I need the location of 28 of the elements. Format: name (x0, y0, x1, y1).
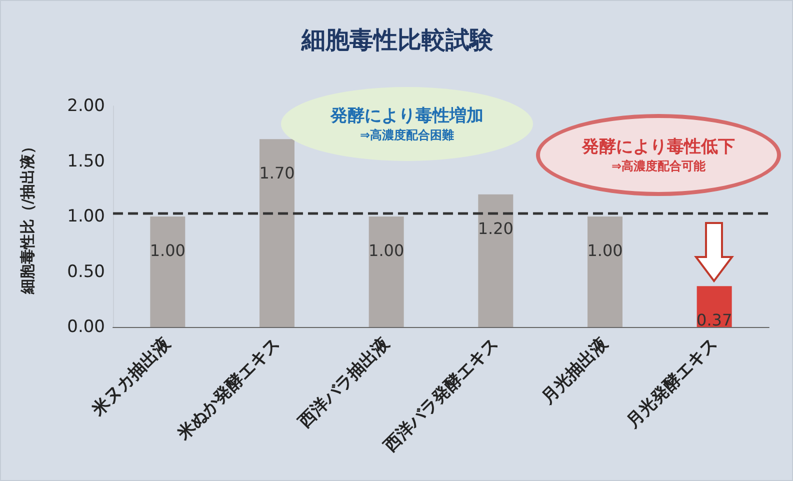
bar (478, 194, 514, 327)
y-tick-label: 2.00 (67, 96, 105, 116)
annotation: 発酵により毒性低下 (582, 136, 735, 158)
y-tick-label: 1.00 (67, 206, 105, 226)
x-tick-label: 月光発酵エキス (622, 334, 722, 433)
chart-title: 細胞毒性比較試験 (300, 26, 494, 54)
x-tick-label: 西洋バラ抽出液 (294, 333, 394, 433)
bar (368, 216, 404, 327)
annotation: ⇒高濃度配合困難 (360, 126, 454, 144)
ellipse-callout: 発酵により毒性低下 ⇒高濃度配合可能 (536, 114, 781, 196)
annotation: 発酵により毒性増加 (330, 104, 484, 126)
y-tick-label: 0.50 (67, 262, 105, 282)
y-axis-title: 細胞毒性比（/抽出液） (18, 138, 36, 296)
data-label: 1.00 (150, 241, 186, 260)
bar (696, 286, 732, 327)
bar (588, 216, 622, 327)
ellipse-callout: 発酵により毒性増加 ⇒高濃度配合困難 (281, 87, 533, 161)
annotation: ⇒高濃度配合可能 (611, 158, 706, 174)
data-label: 1.20 (478, 218, 514, 238)
bar (150, 216, 186, 327)
x-tick-label: 月光抽出液 (537, 333, 613, 409)
bar (260, 139, 294, 327)
data-label: 1.70 (259, 164, 295, 183)
y-tick-label: 1.50 (67, 151, 105, 172)
x-tick-label: 米ぬか発酵エキス (173, 334, 284, 445)
data-label: 0.37 (696, 310, 732, 330)
data-label: 1.00 (368, 241, 404, 260)
data-label: 1.00 (587, 241, 623, 260)
